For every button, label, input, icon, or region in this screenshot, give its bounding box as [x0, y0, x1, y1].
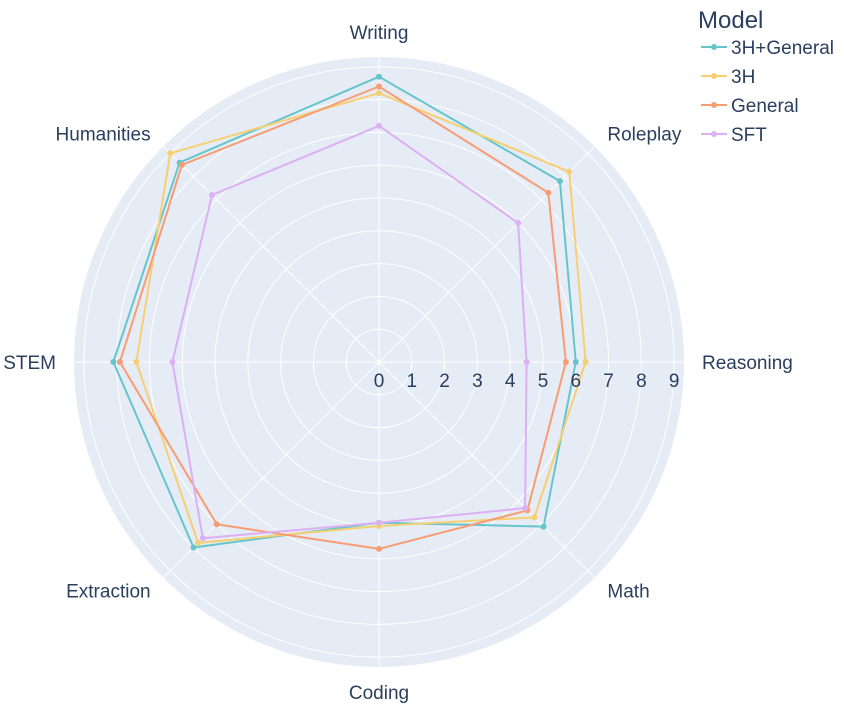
radial-tick-4: 4 [505, 371, 516, 392]
data-point-general-stem[interactable] [116, 359, 123, 365]
data-point-3h-writing[interactable] [376, 90, 382, 97]
axis-label-roleplay: Roleplay [607, 125, 681, 146]
legend-label: General [731, 96, 799, 117]
legend-item-3h[interactable]: 3H [701, 67, 755, 88]
legend[interactable]: Model 3H+General 3H General SFT [698, 7, 834, 146]
legend-label: 3H [731, 67, 755, 88]
data-point-3h-roleplay[interactable] [566, 168, 573, 175]
legend-label: SFT [731, 125, 767, 146]
data-point-3h-general-extraction[interactable] [190, 544, 197, 551]
data-point-general-reasoning[interactable] [562, 359, 569, 365]
legend-swatch-marker [711, 44, 717, 50]
polar-grid [74, 57, 684, 667]
data-point-general-writing[interactable] [376, 83, 382, 90]
data-point-3h-general-math[interactable] [540, 523, 547, 530]
axis-label-reasoning: Reasoning [702, 353, 793, 374]
grid-spoke-math [378, 361, 596, 579]
radial-tick-9: 9 [669, 371, 680, 392]
radial-tick-8: 8 [636, 371, 647, 392]
series-group [110, 73, 589, 552]
data-point-general-coding[interactable] [376, 545, 382, 552]
radial-tick-5: 5 [538, 371, 549, 392]
legend-swatch-marker [711, 102, 717, 108]
radial-tick-2: 2 [439, 371, 450, 392]
radial-tick-3: 3 [472, 371, 483, 392]
radial-tick-6: 6 [571, 371, 582, 392]
radial-tick-7: 7 [603, 371, 614, 392]
data-point-3h-general-stem[interactable] [110, 359, 117, 365]
data-point-3h-humanities[interactable] [167, 150, 174, 157]
axis-label-extraction: Extraction [66, 581, 150, 602]
axis-label-stem: STEM [3, 353, 56, 374]
angular-axis-labels: Writing Roleplay Reasoning Math Coding Extrac… [3, 23, 793, 704]
legend-title: Model [698, 7, 763, 34]
data-point-3h-general-writing[interactable] [376, 73, 382, 80]
data-point-sft-writing[interactable] [376, 122, 382, 129]
axis-label-humanities: Humanities [56, 125, 151, 146]
data-point-general-extraction[interactable] [213, 521, 220, 528]
data-point-general-roleplay[interactable] [545, 189, 552, 196]
data-point-3h-reasoning[interactable] [582, 359, 589, 365]
legend-item-general[interactable]: General [701, 96, 799, 117]
legend-swatch-marker [711, 73, 717, 79]
data-point-sft-humanities[interactable] [209, 192, 215, 198]
grid-spoke-humanities [162, 145, 380, 363]
axis-label-writing: Writing [350, 23, 409, 44]
legend-swatch-marker [711, 131, 717, 137]
data-point-sft-stem[interactable] [169, 359, 176, 365]
radial-tick-0: 0 [374, 371, 385, 392]
data-point-general-humanities[interactable] [178, 161, 185, 168]
data-point-sft-coding[interactable] [376, 519, 382, 526]
series-general [116, 83, 569, 552]
data-point-3h-general-reasoning[interactable] [572, 359, 579, 365]
series-sft [169, 122, 530, 542]
legend-item-sft[interactable]: SFT [701, 125, 767, 146]
data-point-3h-stem[interactable] [133, 359, 140, 365]
data-point-3h-math[interactable] [531, 514, 538, 521]
radial-tick-1: 1 [407, 371, 418, 392]
axis-label-math: Math [607, 581, 649, 602]
data-point-sft-roleplay[interactable] [515, 219, 522, 226]
legend-label: 3H+General [731, 38, 834, 59]
legend-item-3h-general[interactable]: 3H+General [701, 38, 834, 59]
data-point-sft-extraction[interactable] [199, 535, 206, 542]
data-point-3h-extraction[interactable] [195, 539, 202, 546]
data-point-sft-math[interactable] [522, 505, 529, 512]
series-3h [133, 90, 589, 546]
data-point-sft-reasoning[interactable] [523, 359, 530, 365]
axis-label-coding: Coding [349, 683, 409, 704]
data-point-3h-general-roleplay[interactable] [556, 178, 563, 185]
